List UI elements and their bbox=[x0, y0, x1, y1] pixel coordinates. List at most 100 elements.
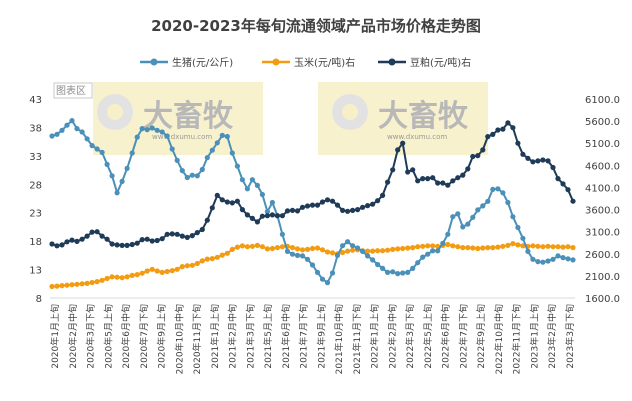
data-point-hog bbox=[560, 255, 566, 261]
data-point-corn bbox=[144, 268, 150, 274]
data-point-hog bbox=[284, 248, 291, 254]
data-point-hog bbox=[470, 214, 476, 220]
data-point-soymeal bbox=[525, 155, 531, 161]
data-point-soymeal bbox=[239, 207, 245, 213]
data-point-hog bbox=[475, 207, 481, 213]
data-point-hog bbox=[164, 133, 170, 139]
data-point-soymeal bbox=[365, 203, 371, 209]
data-point-hog bbox=[204, 155, 210, 161]
data-point-hog bbox=[154, 127, 160, 133]
data-point-soymeal bbox=[510, 125, 516, 131]
data-point-hog bbox=[435, 248, 441, 254]
data-point-hog bbox=[179, 168, 185, 174]
data-point-soymeal bbox=[380, 192, 386, 198]
data-point-soymeal bbox=[289, 207, 296, 213]
x-tick-label: 2020年7月下旬 bbox=[138, 304, 150, 369]
data-point-corn bbox=[350, 247, 356, 253]
legend-item-corn[interactable]: 玉米(元/吨)右 bbox=[262, 56, 355, 69]
legend-item-hog[interactable]: 生猪(元/公斤) bbox=[140, 56, 233, 69]
data-point-corn bbox=[455, 244, 461, 250]
x-tick-label: 2022年10月中旬 bbox=[493, 304, 505, 374]
data-point-hog bbox=[189, 172, 195, 178]
data-point-soymeal bbox=[515, 140, 521, 146]
data-point-soymeal bbox=[355, 207, 361, 213]
data-point-soymeal bbox=[179, 233, 185, 239]
data-point-soymeal bbox=[109, 241, 115, 247]
data-point-corn bbox=[380, 248, 386, 254]
data-point-hog bbox=[59, 127, 65, 133]
data-point-soymeal bbox=[154, 237, 160, 244]
data-point-hog bbox=[94, 146, 100, 152]
y-right-tick-label: 2100.0 bbox=[585, 272, 620, 283]
data-point-soymeal bbox=[94, 229, 100, 235]
data-point-hog bbox=[410, 265, 416, 271]
data-point-soymeal bbox=[144, 236, 150, 242]
legend-item-soymeal[interactable]: 豆粕(元/吨)右 bbox=[378, 56, 471, 69]
data-point-soymeal bbox=[465, 166, 471, 172]
data-point-hog bbox=[530, 256, 536, 262]
data-point-soymeal bbox=[264, 213, 270, 219]
data-point-hog bbox=[214, 140, 220, 146]
data-point-soymeal bbox=[114, 242, 120, 248]
data-point-soymeal bbox=[274, 213, 280, 219]
data-point-soymeal bbox=[224, 199, 230, 205]
data-point-hog bbox=[309, 262, 316, 268]
data-point-corn bbox=[234, 244, 240, 250]
data-point-corn bbox=[470, 245, 476, 251]
data-point-hog bbox=[244, 186, 250, 192]
y-right-tick-label: 1600.0 bbox=[585, 294, 620, 305]
x-tick-label: 2021年6月中旬 bbox=[280, 304, 292, 369]
data-point-soymeal bbox=[209, 205, 215, 211]
data-point-hog bbox=[480, 203, 486, 209]
data-point-hog bbox=[129, 150, 135, 156]
data-point-corn bbox=[370, 248, 376, 254]
data-point-hog bbox=[405, 269, 411, 275]
x-tick-label: 2022年1月上旬 bbox=[369, 304, 381, 369]
data-point-hog bbox=[375, 261, 381, 268]
data-point-soymeal bbox=[199, 226, 205, 233]
data-point-corn bbox=[530, 243, 536, 249]
data-point-hog bbox=[249, 177, 255, 183]
x-tick-label: 2020年10月中旬 bbox=[173, 304, 185, 374]
data-point-hog bbox=[159, 129, 165, 135]
series-hog bbox=[49, 118, 576, 286]
data-point-corn bbox=[375, 248, 381, 254]
x-tick-label: 2023年2月中旬 bbox=[546, 304, 558, 369]
data-point-hog bbox=[289, 251, 296, 257]
data-point-hog bbox=[184, 174, 190, 181]
data-point-hog bbox=[555, 253, 561, 259]
legend-marker-hog bbox=[150, 58, 158, 66]
data-point-soymeal bbox=[324, 197, 331, 203]
data-point-soymeal bbox=[520, 151, 526, 157]
y-right-tick-label: 2600.0 bbox=[585, 250, 620, 261]
data-point-hog bbox=[259, 191, 265, 198]
data-point-soymeal bbox=[249, 215, 255, 221]
data-point-corn bbox=[239, 243, 245, 249]
data-point-soymeal bbox=[550, 164, 556, 171]
data-point-hog bbox=[169, 146, 175, 152]
data-point-hog bbox=[445, 231, 451, 237]
data-point-hog bbox=[365, 253, 371, 259]
data-point-corn bbox=[400, 245, 406, 252]
data-point-hog bbox=[324, 280, 331, 286]
data-point-corn bbox=[299, 247, 306, 253]
data-point-corn bbox=[199, 258, 205, 264]
data-point-corn bbox=[204, 256, 210, 262]
data-point-hog bbox=[239, 177, 245, 183]
data-point-corn bbox=[139, 270, 145, 276]
x-tick-label: 2021年11月下旬 bbox=[351, 304, 363, 374]
data-point-hog bbox=[79, 129, 85, 135]
data-point-soymeal bbox=[350, 207, 356, 213]
data-point-hog bbox=[334, 252, 341, 258]
data-point-hog bbox=[144, 127, 150, 133]
data-point-corn bbox=[169, 268, 175, 274]
data-point-hog bbox=[219, 132, 225, 138]
data-point-corn bbox=[560, 244, 566, 250]
data-point-corn bbox=[510, 241, 516, 247]
watermark-url: www.dxumu.com bbox=[152, 133, 212, 141]
y-right-tick-label: 6100.0 bbox=[585, 95, 620, 106]
data-point-soymeal bbox=[124, 242, 130, 248]
data-point-corn bbox=[99, 277, 105, 283]
data-point-soymeal bbox=[54, 243, 60, 249]
